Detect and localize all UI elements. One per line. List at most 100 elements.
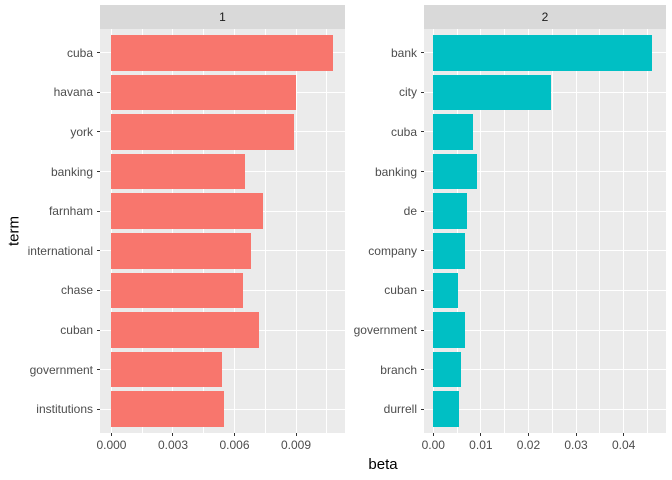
y-tick-label-chase: chase xyxy=(60,283,93,298)
gridline-major-y xyxy=(424,131,666,133)
y-tick-mark xyxy=(421,250,424,252)
y-tick-mark xyxy=(421,52,424,54)
x-tick-mark xyxy=(575,433,577,436)
facet-strip-2: 2 xyxy=(424,5,666,29)
y-tick-label-branch: branch xyxy=(380,362,417,377)
gridline-major-y xyxy=(424,171,666,173)
x-tick-mark xyxy=(432,433,434,436)
x-tick-mark xyxy=(623,433,625,436)
gridline-major-x xyxy=(295,29,297,433)
y-tick-label-government: government xyxy=(29,362,93,377)
gridline-minor-x xyxy=(551,29,553,433)
y-tick-label-cuba: cuba xyxy=(66,45,93,60)
y-tick-label-bank: bank xyxy=(390,45,417,60)
y-tick-mark xyxy=(421,91,424,93)
bar-2-durrell xyxy=(433,391,459,428)
y-tick-label-cuban: cuban xyxy=(384,283,417,298)
y-tick-mark xyxy=(97,329,100,331)
bar-2-city xyxy=(433,74,551,111)
y-tick-mark xyxy=(97,289,100,291)
y-tick-mark xyxy=(421,369,424,371)
gridline-minor-x xyxy=(646,29,648,433)
gridline-major-x xyxy=(172,29,174,433)
y-tick-label-de: de xyxy=(403,204,417,219)
bar-2-government xyxy=(433,312,465,348)
x-tick-mark xyxy=(233,433,235,436)
x-tick-label: 0.009 xyxy=(280,438,312,452)
gridline-major-y xyxy=(424,329,666,331)
y-tick-label-banking: banking xyxy=(374,164,417,179)
x-tick-label: 0.003 xyxy=(157,438,188,452)
y-tick-label-company: company xyxy=(368,243,417,258)
bar-1-institutions xyxy=(111,391,225,428)
x-tick-label: 0.00 xyxy=(421,438,445,452)
y-tick-label-cuba: cuba xyxy=(390,124,417,139)
gridline-major-x xyxy=(432,29,434,433)
y-tick-label-city: city xyxy=(399,85,417,100)
y-tick-mark xyxy=(421,171,424,173)
y-tick-mark xyxy=(97,408,100,410)
gridline-major-y xyxy=(424,210,666,212)
gridline-minor-x xyxy=(599,29,601,433)
gridline-major-x xyxy=(480,29,482,433)
x-tick-mark xyxy=(480,433,482,436)
gridline-minor-x xyxy=(141,29,143,433)
x-tick-label: 0.000 xyxy=(96,438,127,452)
y-tick-mark xyxy=(97,369,100,371)
gridline-major-y xyxy=(424,369,666,371)
y-tick-label-banking: banking xyxy=(50,164,93,179)
x-tick-label: 0.02 xyxy=(516,438,541,452)
y-tick-mark xyxy=(97,250,100,252)
facet-strip-1: 1 xyxy=(100,5,345,29)
y-tick-label-institutions: institutions xyxy=(36,402,93,417)
bar-1-havana xyxy=(111,74,296,111)
gridline-major-y xyxy=(424,408,666,410)
y-tick-label-international: international xyxy=(27,243,93,258)
y-tick-mark xyxy=(97,171,100,173)
gridline-major-x xyxy=(527,29,529,433)
bar-2-cuban xyxy=(433,272,459,309)
y-tick-mark xyxy=(421,289,424,291)
x-tick-label: 0.03 xyxy=(564,438,588,452)
bar-1-chase xyxy=(111,272,243,309)
x-tick-label: 0.01 xyxy=(469,438,493,452)
x-tick-mark xyxy=(110,433,112,436)
y-tick-label-government: government xyxy=(353,323,417,338)
x-axis-title: beta xyxy=(368,456,398,473)
gridline-major-y xyxy=(424,289,666,291)
y-tick-label-york: york xyxy=(70,124,93,139)
bar-1-york xyxy=(111,114,294,150)
bar-2-bank xyxy=(433,34,653,71)
gridline-major-y xyxy=(424,250,666,252)
bar-1-cuba xyxy=(111,34,333,71)
y-tick-mark xyxy=(421,210,424,212)
y-tick-mark xyxy=(97,91,100,93)
bar-1-banking xyxy=(111,153,245,190)
y-axis-title: term xyxy=(5,216,23,246)
y-tick-mark xyxy=(421,329,424,331)
y-tick-mark xyxy=(97,52,100,54)
y-tick-mark xyxy=(421,131,424,133)
y-tick-label-farnham: farnham xyxy=(48,204,93,219)
bar-2-company xyxy=(433,232,465,269)
gridline-minor-x xyxy=(264,29,266,433)
gridline-major-x xyxy=(110,29,112,433)
y-tick-mark xyxy=(421,408,424,410)
gridline-minor-x xyxy=(203,29,205,433)
x-tick-label: 0.006 xyxy=(219,438,250,452)
x-tick-label: 0.04 xyxy=(611,438,636,452)
y-tick-label-havana: havana xyxy=(53,85,93,100)
x-tick-mark xyxy=(172,433,174,436)
gridline-major-x xyxy=(623,29,625,433)
gridline-minor-x xyxy=(504,29,506,433)
y-tick-label-cuban: cuban xyxy=(60,323,93,338)
gridline-major-x xyxy=(575,29,577,433)
gridline-major-y xyxy=(100,369,345,371)
bar-1-cuban xyxy=(111,312,260,348)
bar-1-international xyxy=(111,232,251,269)
gridline-major-x xyxy=(233,29,235,433)
x-tick-mark xyxy=(527,433,529,436)
bar-1-farnham xyxy=(111,193,264,229)
y-tick-mark xyxy=(97,210,100,212)
